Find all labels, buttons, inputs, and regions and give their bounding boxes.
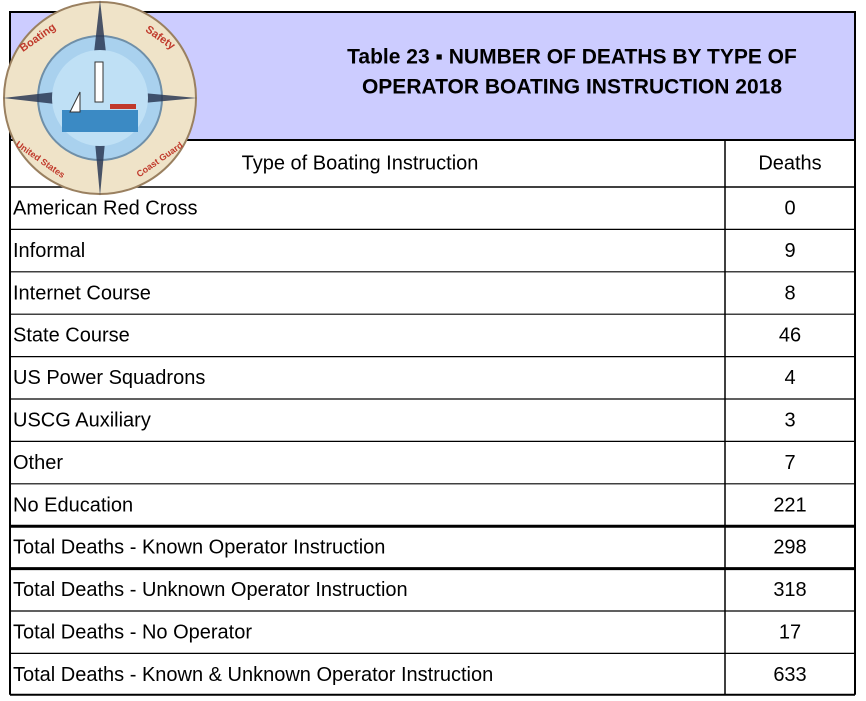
row-label: Total Deaths - Known Operator Instructio… [13, 537, 385, 559]
row-value: 46 [779, 325, 801, 347]
row-value: 17 [779, 621, 801, 643]
title-line: OPERATOR BOATING INSTRUCTION 2018 [362, 76, 782, 99]
table: Type of Boating Instruction Deaths America… [9, 140, 856, 696]
row-label: Total Deaths - Unknown Operator Instruct… [13, 579, 408, 601]
logo: Boating Safety United States Coast Guard [3, 0, 197, 196]
row-label: No Education [13, 494, 133, 516]
row-value: 8 [784, 282, 795, 304]
row-value: 298 [773, 537, 806, 559]
row-label: Total Deaths - Known & Unknown Operator … [13, 664, 493, 686]
row-value: 7 [784, 452, 795, 474]
row-label: USCG Auxiliary [13, 409, 151, 431]
column-header: Deaths [758, 152, 821, 174]
title-line: Table 23 ▪ NUMBER OF DEATHS BY TYPE OF [347, 46, 797, 69]
row-value: 221 [773, 494, 806, 516]
row-label: US Power Squadrons [13, 367, 205, 389]
column-header: Type of Boating Instruction [242, 152, 479, 174]
row-value: 318 [773, 579, 806, 601]
row-label: Informal [13, 240, 85, 262]
row-label: Total Deaths - No Operator [13, 621, 252, 643]
row-value: 0 [784, 197, 795, 219]
row-label: Internet Course [13, 282, 151, 304]
row-value: 9 [784, 240, 795, 262]
row-label: American Red Cross [13, 197, 198, 219]
row-value: 4 [784, 367, 795, 389]
row-value: 3 [784, 409, 795, 431]
row-label: Other [13, 452, 63, 474]
row-value: 633 [773, 664, 806, 686]
row-label: State Course [13, 325, 130, 347]
